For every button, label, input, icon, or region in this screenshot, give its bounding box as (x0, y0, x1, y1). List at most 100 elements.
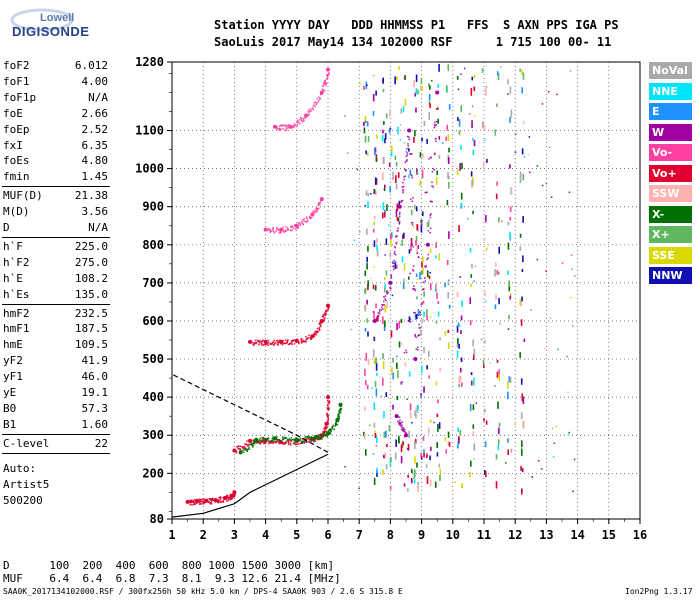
trace-dot (424, 265, 426, 268)
trace-dot (312, 210, 314, 212)
trace-dot (259, 437, 261, 440)
noise-dot (366, 121, 369, 127)
trace-dot (302, 440, 305, 443)
noise-dot (555, 425, 558, 428)
trace-dot (323, 432, 325, 435)
noise-dot (390, 457, 392, 463)
noise-dot (416, 224, 419, 231)
trace-dot (386, 292, 389, 294)
noise-dot (410, 477, 413, 484)
noise-dot (472, 137, 474, 142)
trace-dot (424, 280, 427, 282)
trace-dot (404, 175, 407, 177)
trace-dot (204, 500, 207, 503)
noise-dot (508, 280, 510, 288)
noise-dot (414, 438, 417, 444)
noise-dot (426, 476, 429, 484)
noise-dot (374, 433, 377, 439)
noise-dot (471, 180, 473, 188)
trace-dot (243, 448, 246, 450)
noise-dot (398, 66, 400, 70)
noise-dot (366, 256, 368, 263)
x-tick-label: 15 (602, 528, 616, 542)
trace-dot (297, 121, 299, 124)
legend-item-sse: SSE (649, 246, 692, 264)
trace-dot (425, 265, 427, 267)
noise-dot (426, 365, 428, 370)
noise-dot (569, 70, 572, 72)
trace-dot (429, 200, 432, 203)
noise-dot (429, 419, 432, 424)
noise-dot (389, 252, 392, 258)
trace-dot (320, 93, 322, 96)
trace-dot (420, 224, 422, 227)
noise-dot (509, 293, 512, 297)
trace-dot (317, 434, 320, 436)
noise-dot (391, 146, 393, 154)
trace-dot (318, 99, 320, 102)
trace-dot (317, 202, 320, 205)
noise-dot (499, 322, 501, 325)
noise-dot (437, 423, 439, 432)
noise-dot (416, 278, 419, 281)
trace-dot (322, 431, 325, 434)
noise-dot (494, 129, 497, 136)
trace-dot (290, 341, 293, 344)
trace-dot (294, 443, 296, 446)
trace-dot (261, 436, 263, 439)
noise-dot (384, 304, 387, 313)
legend-item-e: E (649, 103, 692, 120)
trace-dot (318, 327, 321, 329)
trace-dot (328, 400, 331, 402)
noise-dot (356, 168, 359, 171)
noise-dot (523, 156, 526, 158)
noise-dot (472, 424, 475, 429)
trace-dot (242, 446, 244, 448)
trace-dot (305, 438, 308, 440)
noise-dot (385, 238, 388, 246)
trace-dot (189, 501, 192, 504)
noise-dot (399, 124, 402, 126)
chart-marks (185, 67, 440, 506)
trace-dot (318, 438, 320, 440)
noise-dot (522, 421, 525, 429)
trace-dot (420, 303, 422, 306)
noise-dot (414, 92, 417, 97)
noise-dot (426, 453, 428, 459)
trace-dot (324, 433, 326, 436)
trace-dot (257, 339, 259, 342)
noise-dot (521, 296, 523, 302)
noise-dot (438, 136, 441, 140)
trace-dot (405, 349, 407, 352)
noise-dot (473, 458, 475, 460)
noise-dot (396, 264, 398, 269)
noise-dot (383, 431, 386, 438)
trace-dot (241, 445, 243, 448)
trace-dot (244, 446, 246, 449)
noise-dot (410, 411, 412, 419)
trace-dot (429, 232, 432, 234)
trace-dot (339, 405, 342, 408)
trace-dot (315, 207, 318, 209)
trace-dot (274, 441, 277, 444)
trace-dot (336, 416, 339, 419)
noise-dot (551, 427, 554, 430)
noise-dot (421, 167, 424, 173)
trace-dot (208, 501, 210, 503)
trace-dot (314, 333, 317, 335)
trace-dot (427, 253, 430, 256)
trace-dot (295, 443, 298, 446)
noise-dot (456, 343, 459, 348)
trace-dot (326, 414, 328, 416)
noise-dot (528, 136, 531, 138)
trace-dot (284, 441, 287, 444)
noise-dot (471, 263, 473, 269)
noise-dot (414, 313, 417, 320)
trace-dot (323, 80, 326, 82)
noise-dot (363, 85, 365, 91)
noise-dot (457, 117, 459, 121)
trace-dot (191, 499, 193, 502)
noise-dot (457, 88, 460, 91)
legend-item-vo: Vo+ (649, 164, 692, 182)
trace-point (288, 124, 293, 129)
